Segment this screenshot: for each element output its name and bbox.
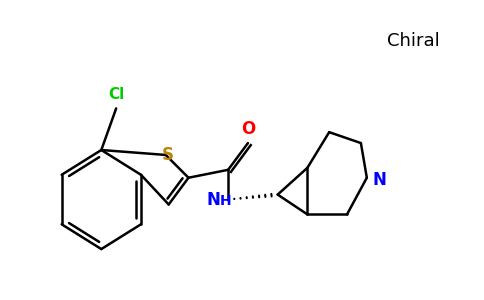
Text: N: N bbox=[206, 190, 220, 208]
Text: N: N bbox=[373, 171, 387, 189]
Text: O: O bbox=[241, 120, 255, 138]
Text: S: S bbox=[162, 146, 174, 164]
Text: Chiral: Chiral bbox=[387, 32, 440, 50]
Text: H: H bbox=[220, 194, 232, 208]
Text: Cl: Cl bbox=[108, 87, 124, 102]
